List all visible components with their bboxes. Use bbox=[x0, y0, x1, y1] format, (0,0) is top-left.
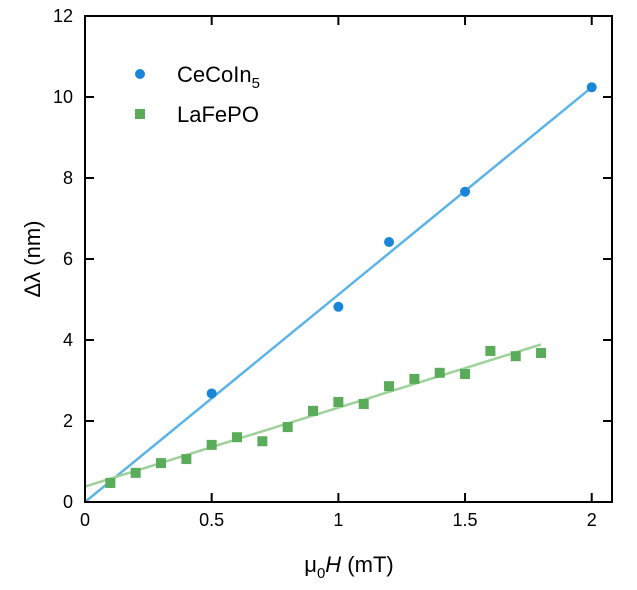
point-lafepo bbox=[510, 351, 521, 362]
point-lafepo bbox=[434, 367, 445, 378]
x-tick-label: 2 bbox=[587, 510, 597, 530]
legend-label: CeCoIn5 bbox=[177, 62, 260, 92]
point-lafepo bbox=[156, 458, 167, 469]
y-tick-label: 12 bbox=[53, 6, 73, 26]
point-lafepo bbox=[333, 396, 344, 407]
x-axis-label: μ0H (mT) bbox=[304, 552, 393, 582]
point-cecoin5 bbox=[333, 301, 344, 312]
fit-line-cecoin5 bbox=[84, 86, 593, 503]
y-tick-label: 4 bbox=[63, 330, 73, 350]
point-cecoin5 bbox=[460, 186, 471, 197]
point-cecoin5 bbox=[206, 388, 217, 399]
legend-marker bbox=[135, 109, 145, 119]
plot-frame bbox=[84, 15, 613, 503]
y-tick-label: 6 bbox=[63, 249, 73, 269]
point-lafepo bbox=[384, 381, 395, 392]
point-lafepo bbox=[206, 439, 217, 450]
point-lafepo bbox=[485, 345, 496, 356]
point-lafepo bbox=[257, 436, 268, 447]
data-points bbox=[105, 82, 597, 488]
y-tick-label: 2 bbox=[63, 411, 73, 431]
x-tick-label: 0.5 bbox=[199, 510, 224, 530]
x-tick-label: 1 bbox=[333, 510, 343, 530]
legend: CeCoIn5 LaFePO bbox=[135, 62, 260, 127]
legend-marker bbox=[135, 69, 145, 79]
point-cecoin5 bbox=[586, 82, 597, 93]
y-tick-label: 10 bbox=[53, 87, 73, 107]
x-tick-label: 0 bbox=[80, 510, 90, 530]
point-lafepo bbox=[409, 373, 420, 384]
point-lafepo bbox=[232, 432, 243, 443]
point-lafepo bbox=[460, 369, 471, 380]
fit-lines bbox=[84, 86, 593, 503]
point-lafepo bbox=[130, 467, 141, 478]
axis-ticks: 0 0.5 1 1.5 2 0 2 4 6 8 10 12 bbox=[53, 6, 612, 530]
y-tick-label: 8 bbox=[63, 168, 73, 188]
point-lafepo bbox=[536, 347, 547, 358]
point-cecoin5 bbox=[384, 236, 395, 247]
point-lafepo bbox=[358, 398, 369, 409]
y-tick-label: 0 bbox=[63, 492, 73, 512]
legend-label: LaFePO bbox=[177, 102, 259, 127]
y-axis-label: Δλ (nm) bbox=[20, 220, 45, 297]
point-lafepo bbox=[282, 422, 293, 433]
point-lafepo bbox=[181, 454, 192, 465]
x-tick-label: 1.5 bbox=[453, 510, 478, 530]
point-lafepo bbox=[105, 477, 116, 488]
point-lafepo bbox=[308, 405, 319, 416]
